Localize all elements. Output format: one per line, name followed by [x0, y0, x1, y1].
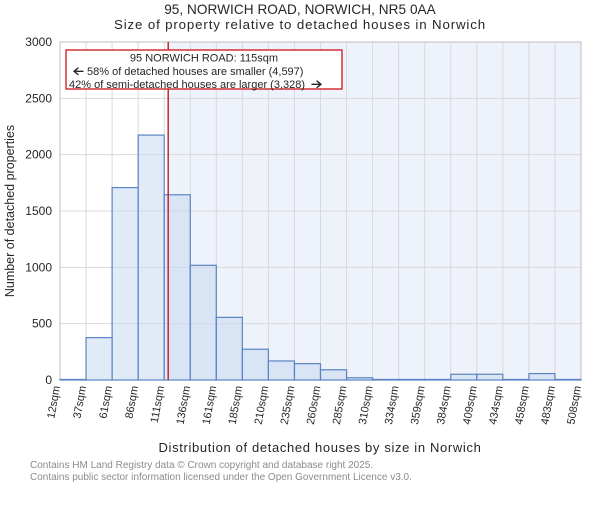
svg-text:95, NORWICH ROAD, NORWICH, NR5: 95, NORWICH ROAD, NORWICH, NR5 0AA: [164, 2, 436, 17]
svg-text:95 NORWICH ROAD: 115sqm: 95 NORWICH ROAD: 115sqm: [130, 53, 278, 65]
svg-text:1000: 1000: [25, 260, 52, 274]
svg-text:Contains public sector informa: Contains public sector information licen…: [30, 472, 412, 483]
svg-text:2500: 2500: [25, 91, 52, 105]
svg-text:42% of semi-detached houses ar: 42% of semi-detached houses are larger (…: [69, 79, 305, 91]
svg-text:2000: 2000: [25, 148, 52, 162]
svg-text:Distribution of detached house: Distribution of detached houses by size …: [159, 440, 482, 455]
svg-text:0: 0: [45, 373, 52, 387]
svg-text:Number of detached properties: Number of detached properties: [3, 125, 17, 297]
svg-text:Size of property relative to d: Size of property relative to detached ho…: [114, 17, 486, 32]
svg-text:3000: 3000: [25, 35, 52, 49]
svg-text:500: 500: [32, 317, 52, 331]
svg-text:Contains HM Land Registry data: Contains HM Land Registry data © Crown c…: [30, 460, 373, 471]
svg-text:1500: 1500: [25, 204, 52, 218]
svg-text:58% of detached houses are sma: 58% of detached houses are smaller (4,59…: [87, 66, 303, 78]
